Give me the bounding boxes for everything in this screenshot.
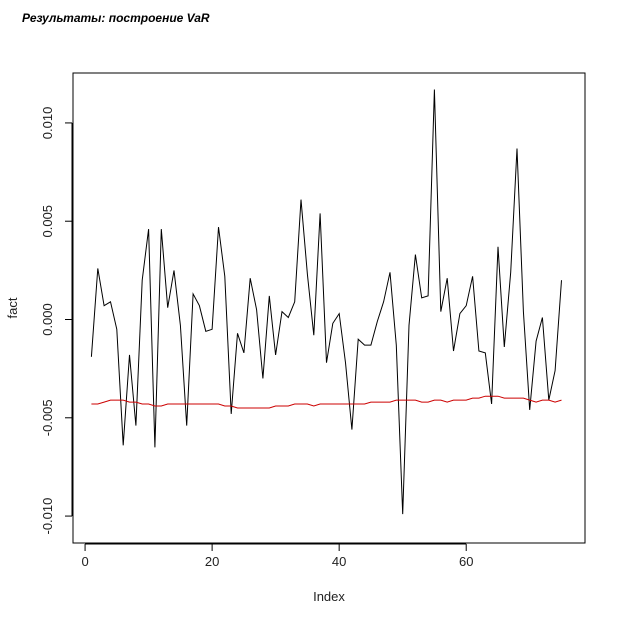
y-axis-label: fact bbox=[5, 297, 20, 318]
series-lines bbox=[90, 89, 562, 515]
y-tick-label: 0.000 bbox=[40, 303, 55, 336]
series-line-fact bbox=[90, 89, 562, 515]
series-line-var bbox=[91, 395, 562, 409]
y-tick-label: 0.005 bbox=[40, 205, 55, 238]
x-tick-label: 40 bbox=[332, 554, 346, 569]
x-tick-label: 0 bbox=[81, 554, 88, 569]
plot-frame bbox=[72, 72, 586, 544]
y-axis: -0.010 -0.005 0.000 0.005 0.010 bbox=[40, 107, 73, 535]
y-tick-label: -0.005 bbox=[40, 399, 55, 436]
x-axis: 0 20 40 60 bbox=[81, 543, 473, 569]
x-tick-label: 20 bbox=[205, 554, 219, 569]
y-tick-label: 0.010 bbox=[40, 107, 55, 140]
x-axis-label: Index bbox=[313, 589, 345, 604]
x-tick-label: 60 bbox=[459, 554, 473, 569]
chart-window-title: Результаты: построение VaR bbox=[22, 11, 210, 25]
y-tick-label: -0.010 bbox=[40, 498, 55, 535]
